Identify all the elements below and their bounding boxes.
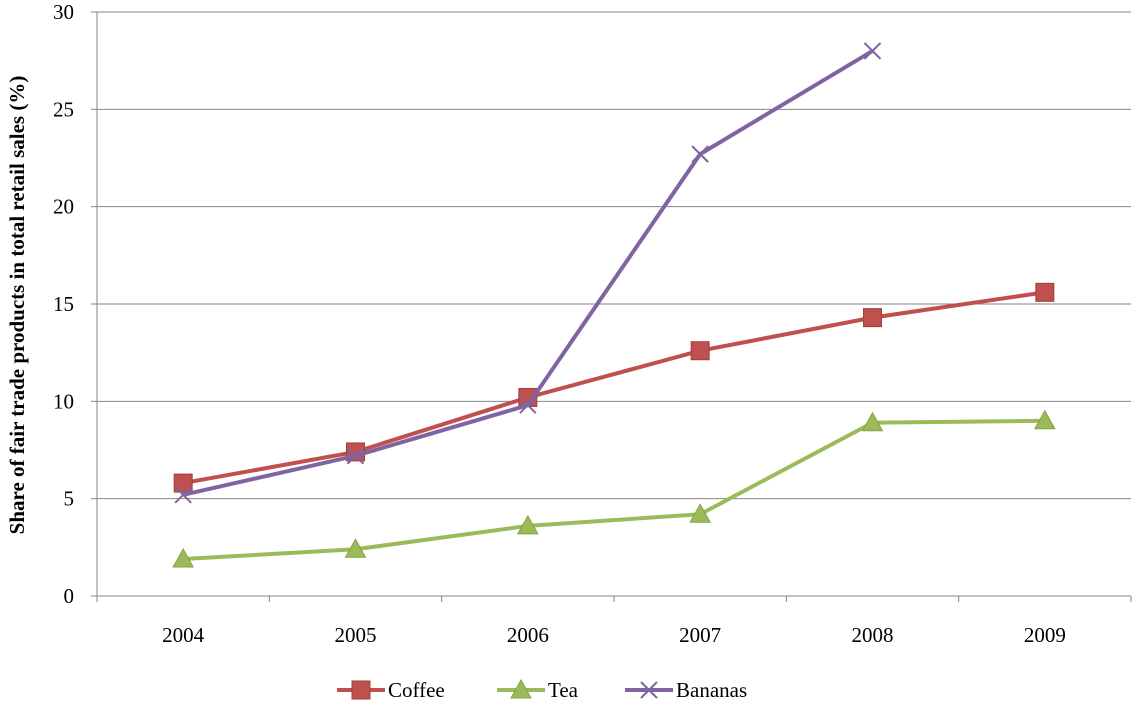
series-line-coffee — [182, 290, 1046, 486]
data-point-tea-2009 — [1033, 409, 1056, 430]
series-line-tea — [183, 418, 1045, 562]
data-point-tea-2007 — [689, 503, 712, 523]
data-point-bananas-2006 — [519, 396, 537, 414]
legend-marker-tea — [510, 678, 532, 699]
legend-marker-coffee — [351, 680, 371, 700]
data-point-coffee-2004 — [173, 473, 193, 493]
data-point-coffee-2007 — [690, 341, 710, 361]
data-point-bananas-2007-stroke-b — [691, 145, 709, 163]
data-point-bananas-2006-stroke-b — [519, 396, 537, 414]
x-tick-label-2006: 2006 — [507, 623, 549, 647]
data-point-tea-2008 — [861, 411, 884, 432]
legend-label-coffee: Coffee — [388, 678, 445, 702]
x-tick-label-2008: 2008 — [852, 623, 894, 647]
x-tick-label-2004: 2004 — [162, 623, 205, 647]
data-point-tea-2006 — [516, 514, 539, 535]
series-lines — [172, 42, 1056, 568]
series-line-bananas — [182, 49, 874, 497]
data-point-bananas-2008 — [863, 42, 882, 60]
data-point-bananas-2004-stroke-b — [174, 486, 192, 504]
legend-marker-bananas-stroke-b — [640, 681, 658, 699]
legend-label-bananas: Bananas — [676, 678, 747, 702]
legend-marker-bananas — [640, 681, 658, 699]
gridlines — [97, 11, 1131, 500]
legend-item-coffee: Coffee — [337, 678, 445, 702]
data-point-tea-2005 — [344, 538, 367, 558]
y-tick-label-5: 5 — [64, 487, 75, 511]
data-point-bananas-2007 — [691, 145, 709, 163]
y-tick-label-30: 30 — [53, 0, 74, 24]
data-point-bananas-2005 — [346, 447, 365, 465]
data-point-coffee-2008 — [863, 308, 882, 328]
x-tick-label-2005: 2005 — [335, 623, 377, 647]
data-point-coffee-2009 — [1035, 282, 1055, 302]
data-point-bananas-2008-stroke-b — [863, 42, 882, 60]
legend: Coffee Tea Bananas — [337, 678, 747, 702]
legend-item-tea: Tea — [497, 678, 579, 702]
legend-label-tea: Tea — [548, 678, 579, 702]
data-point-bananas-2004 — [174, 486, 192, 504]
x-tick-label-2009: 2009 — [1024, 623, 1066, 647]
y-tick-label-10: 10 — [53, 389, 74, 413]
data-point-tea-2004 — [172, 547, 195, 568]
axes: Share of fair trade products in total re… — [5, 0, 1132, 647]
y-tick-label-0: 0 — [64, 584, 75, 608]
y-tick-label-15: 15 — [53, 292, 74, 316]
y-axis-title: Share of fair trade products in total re… — [5, 76, 29, 535]
legend-item-bananas: Bananas — [625, 678, 747, 702]
y-tick-label-25: 25 — [53, 97, 74, 121]
y-tick-label-20: 20 — [53, 195, 74, 219]
data-point-bananas-2005-stroke-b — [346, 447, 365, 465]
x-tick-label-2007: 2007 — [679, 623, 721, 647]
